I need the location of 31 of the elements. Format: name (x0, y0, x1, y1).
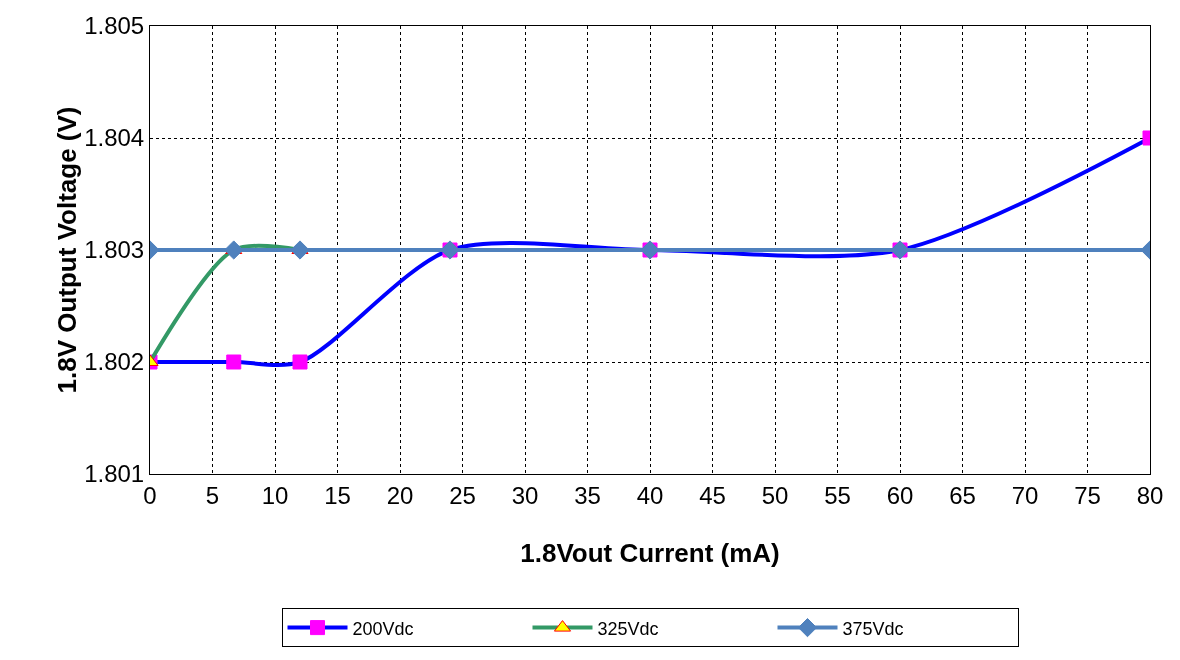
x-tick-label: 70 (1011, 481, 1039, 509)
x-tick-label: 0 (143, 481, 157, 509)
point (292, 354, 308, 370)
x-tick-label: 45 (699, 481, 726, 509)
y-tick-label: 1.801 (84, 460, 145, 488)
y-tick-label: 1.805 (84, 12, 145, 40)
x-tick-label: 15 (324, 481, 351, 509)
x-tick-label: 5 (205, 481, 220, 509)
x-tick-label: 35 (574, 481, 601, 509)
x-tick-label: 75 (1074, 481, 1101, 509)
x-tick-label: 40 (636, 481, 664, 509)
x-tick-label: 60 (886, 481, 914, 509)
x-tick-label: 65 (949, 481, 976, 509)
y-tick-label: 1.802 (84, 348, 145, 376)
x-tick-label: 20 (386, 481, 414, 509)
point (224, 240, 244, 260)
point (290, 240, 310, 260)
legend-label: 325Vdc (597, 618, 659, 639)
legend-label: 375Vdc (842, 618, 904, 639)
x-tick-label: 30 (511, 481, 539, 509)
y-tick-label: 1.803 (84, 236, 145, 264)
x-tick-label: 55 (824, 481, 851, 509)
x-tick-label: 80 (1136, 481, 1164, 509)
x-tick-label: 10 (261, 481, 289, 509)
y-tick-label: 1.804 (84, 124, 145, 152)
point (226, 354, 242, 370)
x-tick-label: 50 (761, 481, 789, 509)
legend-label: 200Vdc (352, 618, 414, 639)
x-tick-label: 25 (449, 481, 476, 509)
x-axis-title: 1.8Vout Current (mA) (520, 538, 780, 568)
y-axis-title: 1.8V Output Voltage (V) (52, 106, 83, 394)
